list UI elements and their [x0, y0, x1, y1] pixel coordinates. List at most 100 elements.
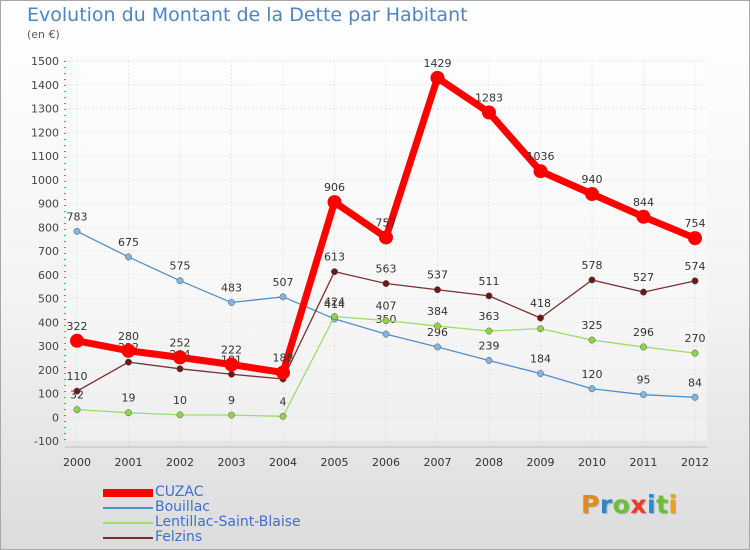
- data-point: [688, 231, 702, 246]
- y-tick-label: 1200: [31, 126, 59, 139]
- data-label: 363: [479, 310, 500, 323]
- data-point: [640, 391, 647, 399]
- data-label: 754: [685, 217, 706, 230]
- data-label: 32: [70, 389, 84, 402]
- data-point: [125, 253, 132, 261]
- series-bouillac: 7836755754835074143502962391841209584: [67, 210, 702, 401]
- data-label: 414: [324, 298, 345, 311]
- data-label: 4: [280, 395, 287, 408]
- data-point: [485, 327, 493, 335]
- data-point: [327, 195, 342, 210]
- data-label: 483: [221, 282, 242, 295]
- legend-label: CUZAC: [155, 484, 204, 500]
- data-label: 10: [173, 394, 187, 407]
- data-point: [125, 358, 132, 366]
- data-point: [379, 230, 393, 245]
- y-tick-label: 500: [38, 293, 59, 306]
- data-point: [434, 343, 441, 351]
- x-tick-label: 2008: [475, 456, 503, 469]
- data-label: 222: [221, 344, 242, 357]
- data-label: 424: [324, 296, 345, 309]
- data-label: 184: [530, 353, 551, 366]
- logo-letter: i: [668, 490, 678, 519]
- y-tick-label: 100: [38, 388, 59, 401]
- legend-swatch: [103, 507, 153, 509]
- data-point: [173, 350, 187, 365]
- y-tick-label: 1300: [31, 103, 59, 116]
- logo-letter: r: [599, 490, 613, 519]
- data-point: [588, 336, 596, 344]
- data-label: 575: [170, 260, 191, 273]
- y-tick-label: 1500: [31, 55, 59, 68]
- y-tick-label: 300: [38, 340, 59, 353]
- data-label: 940: [582, 173, 603, 186]
- logo-letter: t: [656, 490, 669, 519]
- data-label: 613: [324, 251, 345, 264]
- legend-label: Felzins: [155, 529, 203, 545]
- data-label: 563: [376, 263, 397, 276]
- data-point: [228, 370, 235, 378]
- data-point: [482, 105, 496, 120]
- data-label: 384: [427, 305, 448, 318]
- data-point: [176, 411, 184, 419]
- data-point: [533, 164, 548, 179]
- data-label: 95: [637, 374, 651, 387]
- y-tick-label: 200: [38, 364, 59, 377]
- data-label: 906: [324, 181, 345, 194]
- x-tick-label: 2011: [630, 456, 658, 469]
- data-point: [73, 387, 81, 395]
- data-label: 239: [479, 339, 500, 352]
- data-point: [434, 286, 441, 294]
- data-label: 527: [633, 271, 654, 284]
- data-point: [382, 330, 390, 338]
- data-label: 844: [633, 196, 654, 209]
- data-point: [331, 313, 338, 320]
- data-point: [588, 385, 596, 393]
- y-tick-label: 0: [52, 411, 59, 424]
- x-tick-label: 2002: [166, 456, 194, 469]
- y-tick-label: 600: [38, 269, 59, 282]
- y-tick-label: 1000: [31, 174, 59, 187]
- data-point: [73, 227, 81, 235]
- x-tick-label: 2007: [424, 456, 452, 469]
- x-tick-label: 2004: [269, 456, 297, 469]
- x-tick-label: 2012: [681, 456, 709, 469]
- data-point: [224, 357, 239, 372]
- proxiti-logo: Proxiti: [581, 490, 678, 519]
- data-label: 325: [582, 319, 603, 332]
- series-cuzac: 322 280 252 222 188 906 757 1429 1283 1036 940 844 7…: [67, 57, 706, 380]
- data-point: [640, 288, 647, 296]
- data-label: 757: [376, 216, 397, 229]
- y-tick-label: 1100: [31, 150, 59, 163]
- data-label: 110: [67, 370, 88, 383]
- x-tick-label: 2010: [578, 456, 606, 469]
- data-point: [588, 276, 596, 284]
- x-tick-label: 2006: [372, 456, 400, 469]
- data-label: 1036: [527, 150, 555, 163]
- x-tick-label: 2003: [218, 456, 246, 469]
- data-label: 783: [67, 210, 88, 223]
- x-tick-label: 2005: [321, 456, 349, 469]
- data-label: 675: [118, 236, 139, 249]
- logo-letter: o: [612, 490, 631, 519]
- data-point: [176, 365, 184, 373]
- data-point: [485, 357, 493, 364]
- chart-title: Evolution du Montant de la Dette par Hab…: [27, 4, 468, 26]
- data-label: 19: [122, 392, 136, 405]
- legend-swatch: [103, 489, 153, 497]
- data-label: 120: [582, 368, 603, 381]
- data-label: 418: [530, 297, 551, 310]
- data-label: 578: [582, 259, 603, 272]
- y-tick-label: 900: [38, 198, 59, 211]
- data-label: 252: [170, 336, 191, 349]
- logo-letter: i: [647, 490, 657, 519]
- data-point: [585, 187, 599, 201]
- legend-label: Bouillac: [155, 499, 210, 515]
- y-tick-label: -100: [34, 435, 59, 448]
- data-point: [430, 70, 445, 85]
- legend-label: Lentillac-Saint-Blaise: [155, 514, 301, 530]
- data-label: 280: [118, 330, 139, 343]
- data-point: [691, 349, 699, 357]
